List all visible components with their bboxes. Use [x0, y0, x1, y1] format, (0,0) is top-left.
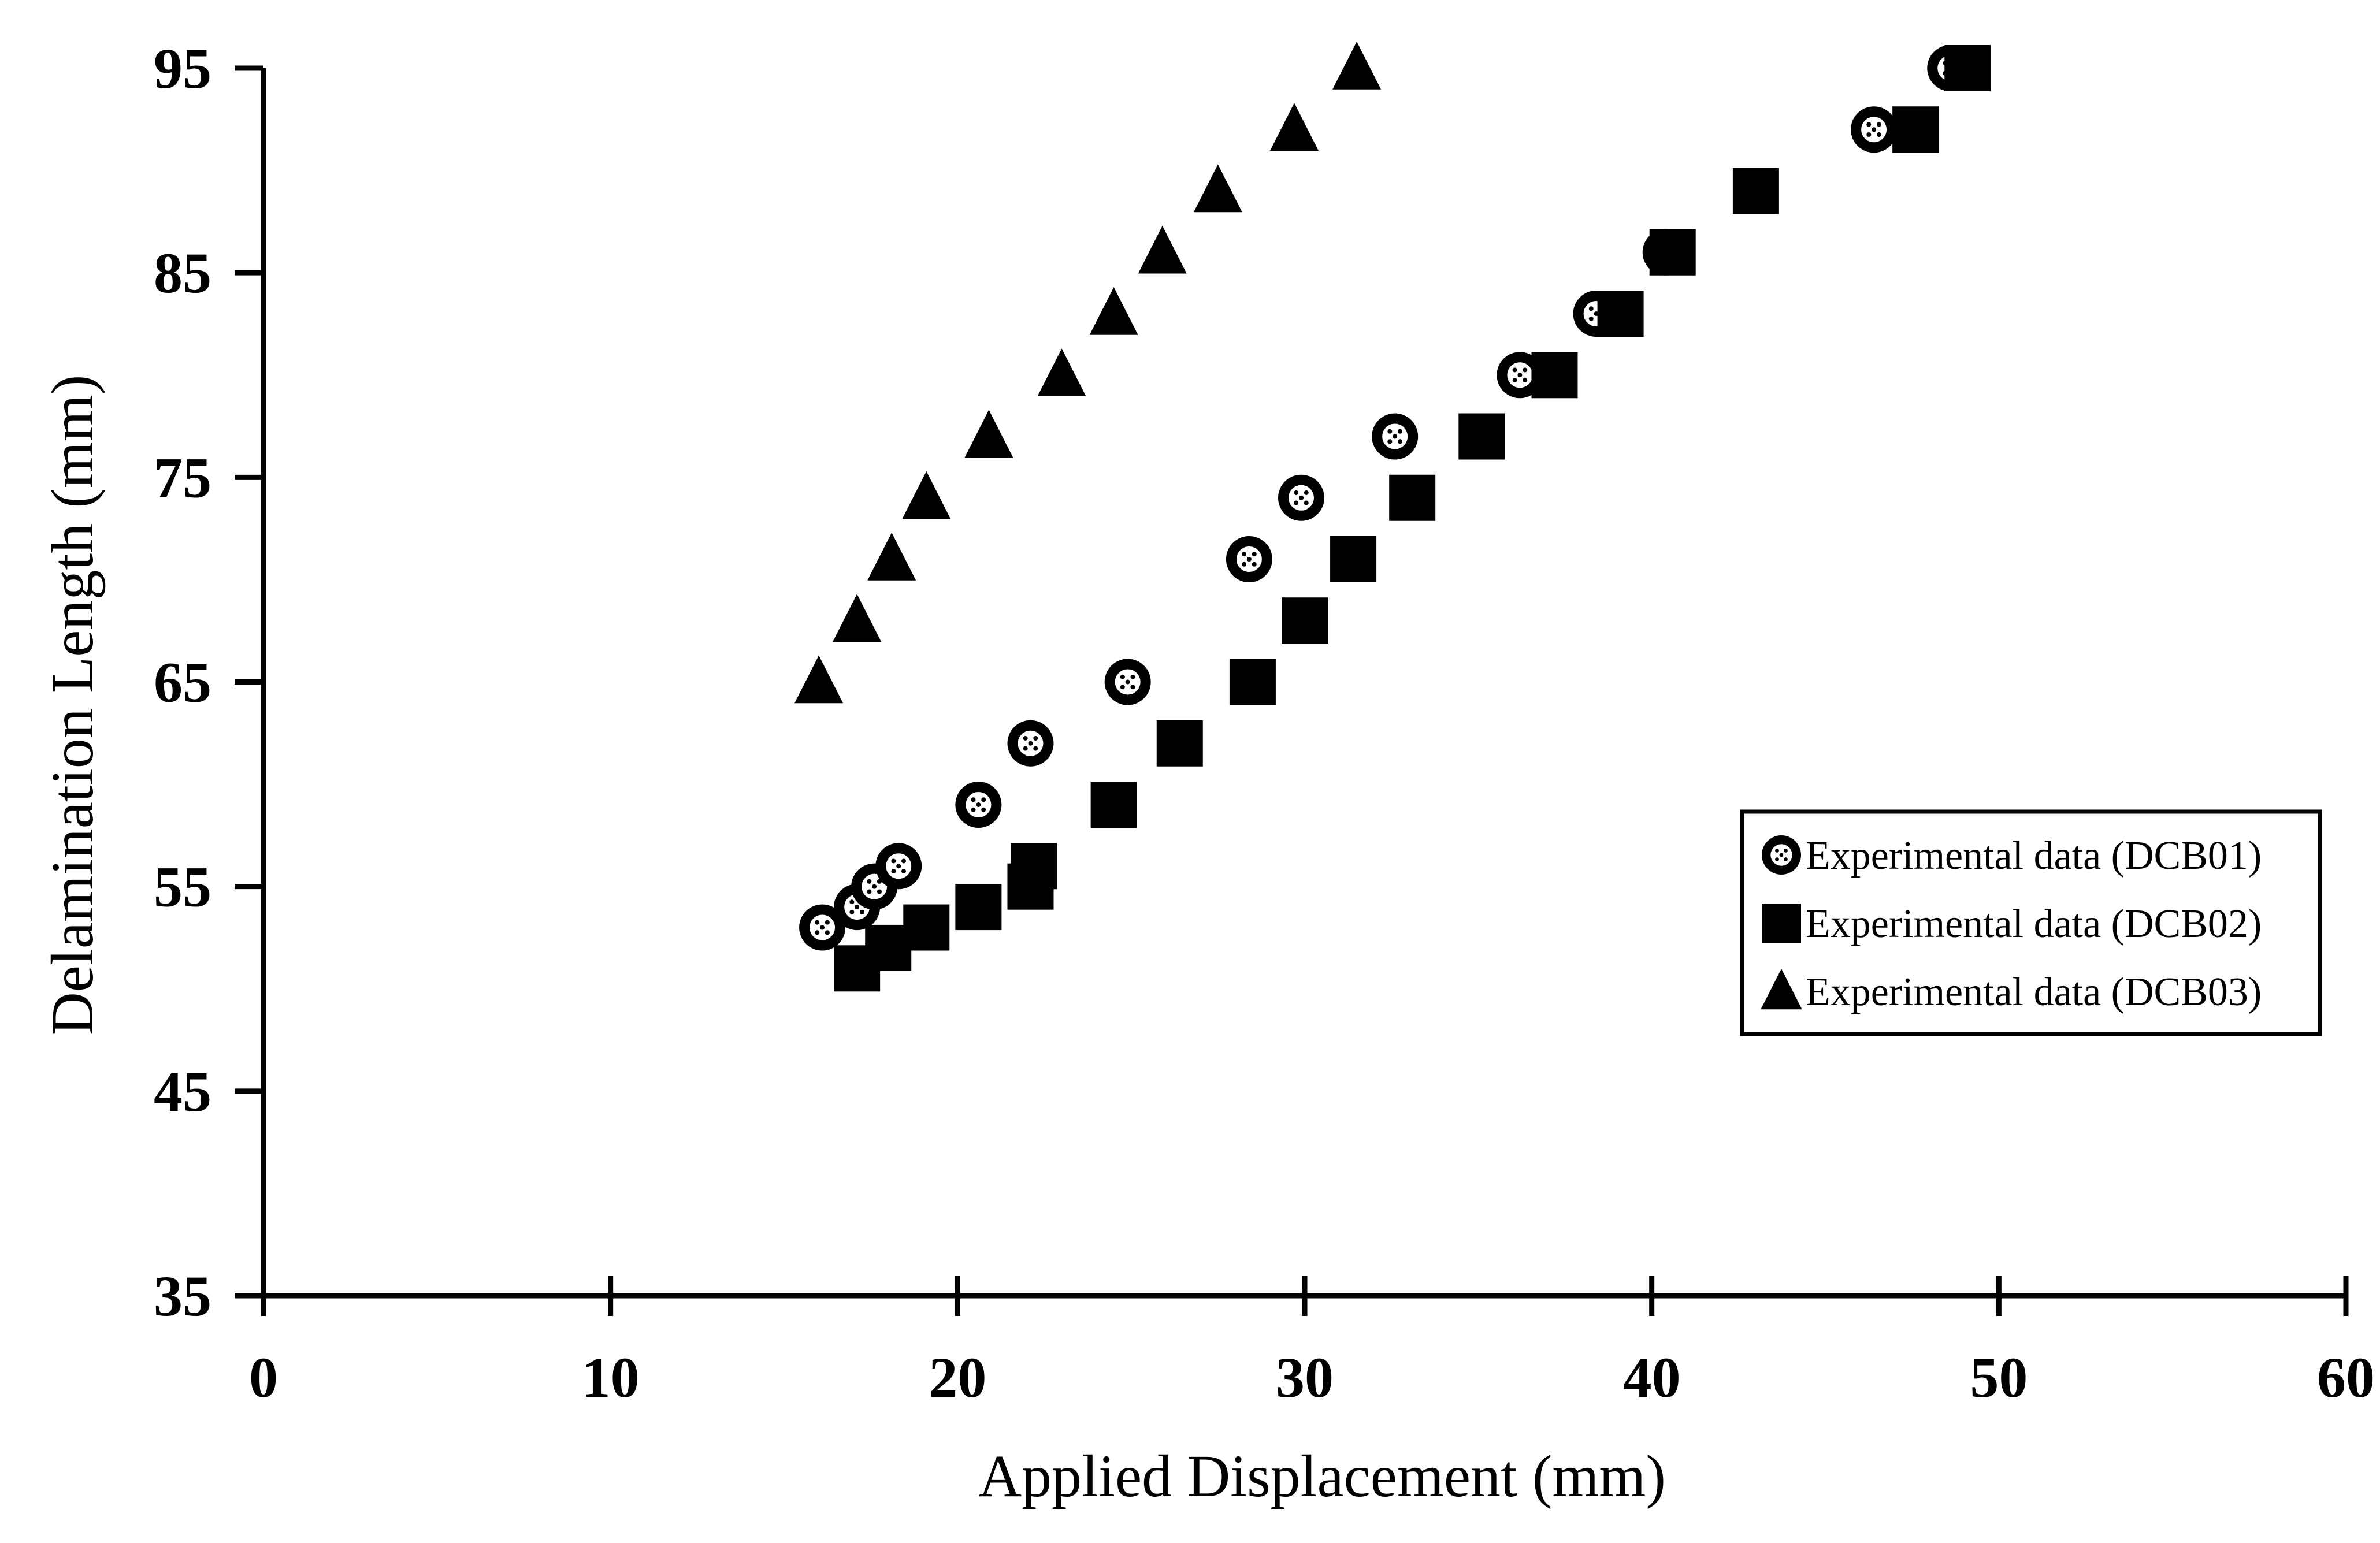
dcb03-point	[1037, 348, 1086, 397]
dcb02-point	[1282, 597, 1328, 644]
x-tick-label: 30	[1276, 1345, 1334, 1410]
dcb02-point	[955, 884, 1002, 931]
dcb03-point	[794, 655, 844, 704]
dcb03-point	[867, 533, 916, 581]
legend-entry-label: Experimental data (DCB01)	[1806, 834, 2262, 878]
dcb02-point	[1944, 45, 1991, 91]
legend-marker	[1761, 968, 1802, 1010]
dcb02-point	[1229, 659, 1276, 705]
legend-marker	[1762, 904, 1801, 943]
dcb02-point	[1531, 352, 1578, 399]
dcb02-point	[1649, 229, 1696, 276]
y-axis-title: Delamination Length (mm)	[39, 375, 106, 1036]
dcb03-point	[1089, 287, 1138, 335]
dcb01-point	[1851, 106, 1898, 153]
dcb03-point	[1138, 225, 1187, 274]
dcb03-point	[1193, 164, 1242, 213]
y-tick-label: 85	[154, 241, 211, 305]
dcb03-point	[964, 410, 1013, 458]
dcb02-point	[1389, 474, 1436, 521]
dcb02-point	[1011, 843, 1057, 890]
y-tick-label: 55	[154, 855, 211, 919]
legend-box	[1740, 809, 2322, 1036]
dcb01-point	[955, 782, 1002, 828]
dcb02-point	[1597, 291, 1644, 337]
dcb01-point	[1226, 536, 1272, 582]
legend-marker	[1762, 835, 1801, 875]
dcb02-point	[1090, 782, 1137, 828]
legend-entry-label: Experimental data (DCB03)	[1806, 970, 2262, 1014]
dcb02-point	[1330, 536, 1377, 582]
dcb03-point	[902, 471, 951, 519]
y-tick-label: 95	[154, 36, 211, 101]
dcb01-point	[1497, 352, 1543, 399]
y-tick-label: 65	[154, 650, 211, 715]
x-ticks: 0 10 20 30 40 50 60	[249, 1276, 2375, 1410]
dcb01-point	[1104, 659, 1151, 705]
dcb03-point	[1269, 103, 1319, 151]
axes	[261, 68, 2346, 1299]
dcb02-point	[903, 904, 950, 951]
y-tick-label: 75	[154, 445, 211, 510]
x-tick-label: 20	[929, 1345, 986, 1410]
x-tick-label: 50	[1970, 1345, 2028, 1410]
dcb02-point	[1732, 168, 1779, 214]
y-tick-label: 45	[154, 1059, 211, 1124]
dcb03-point	[1332, 42, 1382, 90]
x-tick-label: 40	[1623, 1345, 1681, 1410]
dcb02-point	[1892, 106, 1939, 153]
x-tick-label: 10	[582, 1345, 640, 1410]
x-tick-label: 0	[249, 1345, 278, 1410]
dcb01-point	[1372, 413, 1419, 460]
series-square	[834, 45, 1991, 992]
dcb01-point	[875, 843, 922, 890]
dcb01-point	[1007, 720, 1054, 767]
legend-entry-label: Experimental data (DCB02)	[1806, 902, 2262, 946]
dcb03-point	[833, 594, 882, 642]
legend: Experimental data (DCB01) Experimental da…	[1740, 809, 2322, 1036]
y-tick-label: 35	[154, 1264, 211, 1328]
dcb02-point	[1458, 413, 1505, 460]
dcb01-point	[799, 904, 846, 951]
dcb01-point	[1278, 474, 1324, 521]
series-triangle	[794, 42, 1382, 704]
y-ticks: 35 45 55 65 75 85 95	[154, 36, 263, 1328]
x-tick-label: 60	[2317, 1345, 2375, 1410]
dcb02-point	[1156, 720, 1203, 767]
x-axis-title: Applied Displacement (mm)	[978, 1443, 1666, 1509]
data-points	[794, 42, 1991, 992]
